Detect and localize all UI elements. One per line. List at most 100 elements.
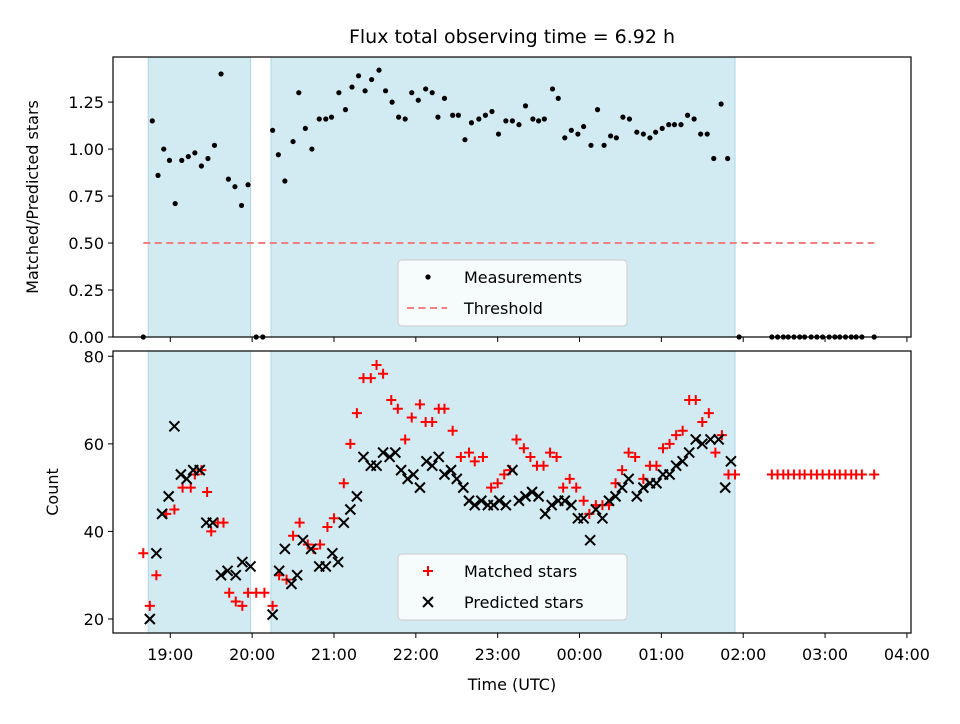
measurement-point	[476, 116, 482, 122]
y-tick-label: 0.50	[68, 234, 104, 253]
predicted-star-point	[719, 481, 731, 494]
measurement-point	[462, 137, 468, 143]
matched-star-point	[406, 412, 417, 423]
x-tick-label: 00:00	[556, 645, 602, 664]
measurement-point	[613, 135, 619, 141]
predicted-star-point	[577, 512, 590, 524]
measurement-point	[555, 95, 561, 101]
measurement-point	[634, 129, 640, 135]
predicted-star-point	[559, 495, 571, 507]
matched-star-point	[294, 517, 305, 528]
matched-star-point	[345, 438, 356, 449]
predicted-star-point	[370, 460, 383, 472]
predicted-star-point	[351, 490, 363, 503]
predicted-star-point	[150, 547, 163, 560]
predicted-star-point	[506, 464, 519, 476]
legend-label: Threshold	[463, 299, 543, 318]
measurement-point	[450, 112, 456, 118]
predicted-star-point	[426, 460, 438, 472]
predicted-star-point	[433, 451, 445, 463]
measurement-point	[172, 200, 178, 207]
predicted-star-point	[377, 446, 389, 459]
measurement-point	[581, 123, 587, 130]
measurement-point	[698, 131, 704, 137]
predicted-star-point	[584, 534, 596, 546]
matched-star-point	[664, 438, 675, 449]
predicted-star-point	[683, 446, 695, 459]
measurement-point	[198, 163, 204, 169]
predicted-star-point	[279, 543, 291, 555]
predicted-star-point	[395, 464, 407, 476]
measurement-point	[626, 116, 633, 122]
measurement-point	[429, 90, 435, 96]
measurement-point	[588, 142, 594, 148]
measurement-point	[192, 150, 198, 156]
x-tick-label: 19:00	[147, 645, 193, 664]
matched-star-point	[365, 373, 376, 384]
matched-star-point	[730, 469, 741, 480]
predicted-star-point	[650, 477, 663, 489]
predicted-star-point	[320, 560, 332, 573]
measurement-point	[166, 157, 173, 163]
measurement-point	[218, 71, 224, 77]
matched-star-point	[218, 517, 229, 528]
y-axis-label: Matched/Predicted stars	[23, 100, 42, 294]
predicted-star-point	[215, 569, 227, 581]
measurement-point	[568, 127, 574, 133]
predicted-star-point	[609, 490, 622, 503]
legend-marker-matched	[423, 566, 433, 576]
predicted-star-point	[445, 464, 457, 476]
predicted-star-point	[407, 468, 420, 481]
matched-star-point	[224, 587, 235, 598]
predicted-star-point	[526, 486, 538, 498]
y-tick-label: 1.25	[68, 93, 104, 112]
measurement-point	[205, 155, 211, 162]
axes-frame	[112, 350, 912, 634]
measurement-point	[179, 157, 185, 163]
measurement-point	[522, 103, 529, 109]
measurement-point	[530, 116, 536, 122]
matched-star-point	[267, 600, 278, 611]
measurement-point	[309, 146, 315, 152]
measurement-point	[296, 90, 302, 96]
matched-star-point	[651, 460, 662, 471]
matched-star-point	[477, 451, 488, 462]
predicted-star-point	[725, 455, 737, 468]
matched-star-point	[671, 430, 682, 441]
predicted-star-point	[469, 499, 481, 511]
matched-star-point	[469, 456, 480, 467]
predicted-star-point	[519, 490, 532, 503]
matched-star-point	[486, 482, 497, 493]
measurement-point	[725, 155, 731, 162]
measurement-point	[594, 107, 601, 113]
measurement-point	[541, 116, 547, 122]
matched-star-point	[511, 434, 522, 445]
matched-star-point	[447, 425, 458, 436]
measurement-point	[647, 135, 653, 141]
measurement-point	[691, 116, 697, 122]
predicted-star-point	[162, 490, 175, 503]
measurement-point	[666, 122, 672, 128]
legend-marker-measurements	[425, 274, 431, 280]
predicted-star-point	[180, 473, 193, 485]
measurement-point	[232, 184, 238, 190]
y-tick-label: 60	[84, 435, 104, 454]
matched-star-point	[551, 451, 562, 462]
matched-star-point	[151, 570, 162, 581]
matched-star-point	[351, 408, 362, 419]
measurement-point	[608, 133, 614, 139]
x-tick-label: 04:00	[884, 645, 930, 664]
predicted-star-point	[285, 578, 298, 590]
measurement-point	[468, 120, 475, 126]
measurement-point	[441, 95, 448, 101]
measurement-point	[389, 99, 395, 105]
matched-star-point	[492, 478, 503, 489]
measurement-point	[562, 135, 568, 141]
chart-title: Flux total observing time = 6.92 h	[349, 26, 675, 48]
matched-star-point	[206, 526, 217, 537]
predicted-star-point	[532, 490, 545, 503]
matched-star-point	[414, 399, 425, 410]
measurement-point	[369, 76, 375, 83]
matched-star-point	[677, 425, 688, 436]
predicted-star-point	[332, 556, 344, 568]
